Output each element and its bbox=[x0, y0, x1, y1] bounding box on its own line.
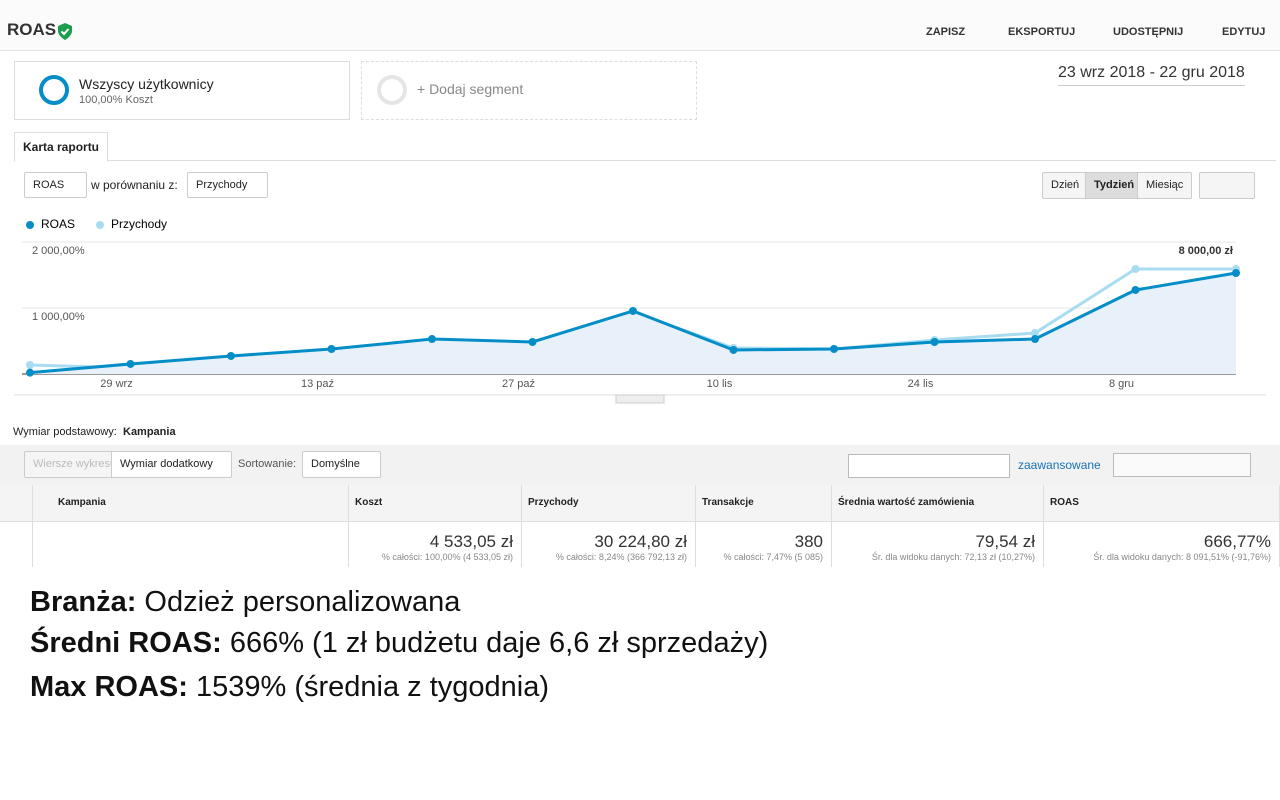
search-box[interactable] bbox=[848, 454, 1010, 478]
collapse-handle bbox=[615, 394, 665, 404]
point bbox=[1031, 328, 1039, 337]
secondary-dimension[interactable]: Wymiar dodatkowy bbox=[111, 451, 232, 478]
y-tick-label: 1 000,00% bbox=[32, 311, 85, 323]
add-segment-label: + Dodaj segment bbox=[417, 81, 524, 97]
total-value: 666,77% bbox=[1203, 532, 1271, 551]
point bbox=[830, 344, 838, 353]
column: Transakcje 380 % całości: 7,47% (5 085) bbox=[696, 485, 832, 567]
report-title: ROAS bbox=[7, 20, 57, 39]
dimension-label: Wymiar podstawowy: bbox=[13, 426, 117, 438]
x-tick-label: 27 paź bbox=[502, 378, 535, 390]
verified-icon bbox=[58, 23, 72, 40]
column: ROAS 666,77% Śr. dla widoku danych: 8 09… bbox=[1044, 485, 1280, 567]
header-cell: Kampania bbox=[33, 485, 348, 522]
sort-select[interactable]: Domyślne bbox=[302, 451, 381, 478]
legend-label: ROAS bbox=[41, 217, 75, 231]
total-value: 30 224,80 zł bbox=[594, 532, 687, 551]
point bbox=[528, 337, 537, 346]
legend-marker bbox=[96, 221, 104, 229]
compare-label: w porównaniu z: bbox=[91, 178, 178, 192]
period-day[interactable]: Dzień bbox=[1042, 172, 1089, 199]
tab-line bbox=[14, 160, 1276, 161]
sort-label: Sortowanie: bbox=[238, 458, 297, 470]
point bbox=[1131, 264, 1140, 273]
total-note: % całości: 100,00% (4 533,05 zł) bbox=[381, 552, 513, 562]
point bbox=[327, 344, 336, 353]
period-week[interactable]: Tydzień bbox=[1085, 172, 1144, 199]
note: Branża: Odzież personalizowana bbox=[30, 586, 460, 619]
point bbox=[126, 359, 135, 368]
point bbox=[930, 337, 939, 346]
segment-name: Wszyscy użytkownicy bbox=[79, 76, 214, 92]
header-cell[interactable]: Transakcje bbox=[696, 485, 831, 522]
note: Max ROAS: 1539% (średnia z tygodnia) bbox=[30, 671, 549, 704]
add-segment[interactable] bbox=[361, 61, 697, 120]
total-note: Śr. dla widoku danych: 72,13 zł (10,27%) bbox=[871, 552, 1035, 562]
legend-label: Przychody bbox=[111, 217, 167, 231]
segment-sub: 100,00% Koszt bbox=[79, 94, 153, 106]
column: Koszt 4 533,05 zł % całości: 100,00% (4 … bbox=[349, 485, 522, 567]
header bbox=[0, 0, 1280, 51]
x-tick-label: 29 wrz bbox=[100, 378, 132, 390]
x-tick-label: 13 paź bbox=[301, 378, 334, 390]
point bbox=[1232, 269, 1240, 278]
segment-ring bbox=[39, 75, 69, 105]
total-value: 380 bbox=[794, 532, 823, 551]
compare-select[interactable]: Przychody bbox=[187, 172, 268, 198]
note: Średni ROAS: 666% (1 zł budżetu daje 6,6… bbox=[30, 627, 768, 660]
note-text: 666% (1 zł budżetu daje 6,6 zł sprzedaży… bbox=[229, 627, 769, 659]
period-month[interactable]: Miesiąc bbox=[1137, 172, 1193, 199]
point bbox=[428, 335, 436, 344]
checkbox-column bbox=[0, 485, 33, 567]
point bbox=[227, 351, 235, 360]
dimension-value[interactable]: Kampania bbox=[123, 426, 176, 438]
header-cell bbox=[0, 485, 32, 522]
export-button[interactable]: EKSPORTUJ bbox=[1008, 26, 1076, 38]
total-note: % całości: 8,24% (366 792,13 zł) bbox=[555, 552, 687, 562]
x-tick-label: 8 gru bbox=[1109, 378, 1134, 390]
y2-tick-label: 8 000,00 zł bbox=[1179, 245, 1233, 257]
point bbox=[629, 306, 637, 315]
report-tab[interactable]: Karta raportu bbox=[14, 132, 109, 162]
x-tick-label: 24 lis bbox=[908, 378, 934, 390]
edit-button[interactable]: EDYTUJ bbox=[1222, 26, 1266, 38]
header-cell[interactable]: Przychody bbox=[522, 485, 695, 522]
segment-card[interactable] bbox=[14, 61, 350, 120]
date-range[interactable]: 23 wrz 2018 - 22 gru 2018 bbox=[1058, 64, 1245, 86]
advanced-link[interactable]: zaawansowane bbox=[1018, 458, 1101, 472]
total-note: % całości: 7,47% (5 085) bbox=[723, 552, 823, 562]
note-label: Max ROAS: bbox=[30, 671, 188, 703]
point bbox=[1031, 335, 1039, 344]
plot-rows-button[interactable]: Wiersze wykresu bbox=[24, 451, 126, 478]
x-tick-label: 10 lis bbox=[707, 378, 733, 390]
note-text: Odzież personalizowana bbox=[144, 586, 461, 618]
column: Przychody 30 224,80 zł % całości: 8,24% … bbox=[522, 485, 696, 567]
note-label: Branża: bbox=[30, 586, 137, 618]
y-tick-label: 2 000,00% bbox=[32, 245, 85, 257]
chart-type-toggle[interactable] bbox=[1199, 172, 1255, 199]
point bbox=[729, 345, 738, 354]
column: Kampania bbox=[33, 485, 349, 567]
total-value: 4 533,05 zł bbox=[429, 532, 513, 551]
view-toggle[interactable] bbox=[1113, 453, 1251, 477]
add-segment-ring bbox=[377, 75, 407, 105]
point bbox=[1131, 285, 1140, 294]
total-note: Śr. dla widoku danych: 8 091,51% (-91,76… bbox=[1093, 552, 1271, 562]
point bbox=[26, 368, 34, 377]
legend-marker bbox=[26, 221, 34, 229]
header-cell[interactable]: ROAS bbox=[1044, 485, 1279, 522]
note-label: Średni ROAS: bbox=[30, 627, 222, 659]
header-cell[interactable]: Średnia wartość zamówienia bbox=[832, 485, 1043, 522]
area bbox=[30, 273, 1236, 374]
share-button[interactable]: UDOSTĘPNIJ bbox=[1113, 26, 1184, 38]
header-cell[interactable]: Koszt bbox=[349, 485, 521, 522]
metric-select[interactable]: ROAS bbox=[24, 172, 87, 198]
total-value: 79,54 zł bbox=[975, 532, 1035, 551]
column: Średnia wartość zamówienia 79,54 zł Śr. … bbox=[832, 485, 1044, 567]
point bbox=[26, 361, 34, 370]
save-button[interactable]: ZAPISZ bbox=[926, 26, 966, 38]
note-text: 1539% (średnia z tygodnia) bbox=[195, 671, 550, 703]
